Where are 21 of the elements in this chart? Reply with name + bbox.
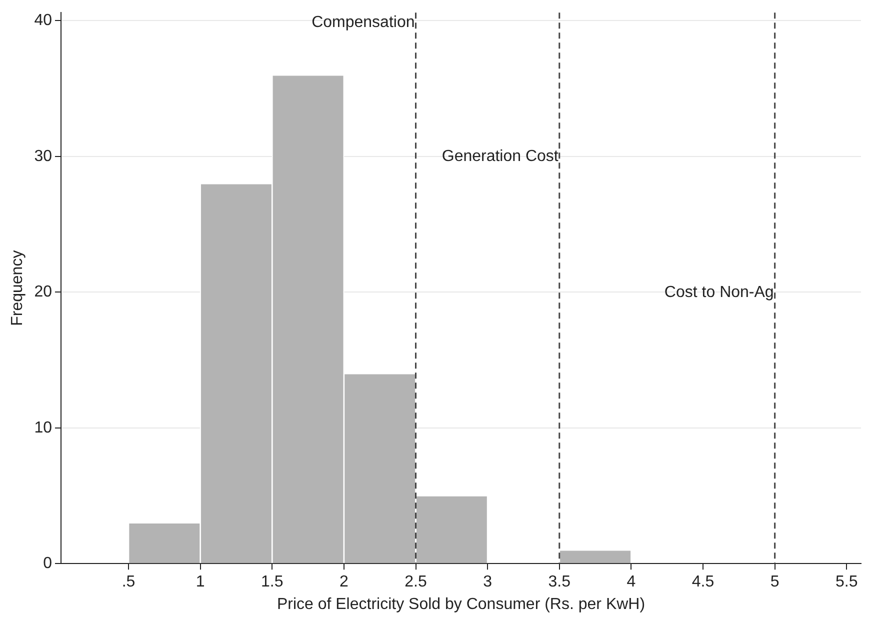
x-tick-label: 4 (626, 574, 636, 591)
y-tick-label: 10 (34, 419, 52, 436)
y-tick-label: 20 (34, 284, 52, 301)
x-tick-label: .5 (122, 574, 136, 591)
x-tick-label: 4.5 (692, 574, 714, 591)
x-tick-label: 5.5 (836, 574, 858, 591)
x-tick-label: 1 (196, 574, 205, 591)
x-tick-label: 2 (339, 574, 348, 591)
y-tick-label: 0 (43, 555, 52, 572)
y-axis-title: Frequency (9, 250, 26, 326)
x-axis-title: Price of Electricity Sold by Consumer (Rs. per KwH) (276, 596, 646, 613)
ref-line-label: Generation Cost (442, 148, 559, 166)
y-tick-label: 30 (34, 148, 52, 165)
x-tick-label: 1.5 (261, 574, 284, 591)
ref-line-label: Compensation (312, 14, 415, 32)
x-tick-label: 3 (483, 574, 492, 591)
ref-line-label: Cost to Non-Ag (664, 284, 774, 302)
x-tick-label: 5 (770, 574, 780, 591)
x-tick-label: 2.5 (404, 574, 427, 591)
x-tick-label: 3.5 (548, 574, 571, 591)
y-tick-label: 40 (34, 12, 52, 30)
